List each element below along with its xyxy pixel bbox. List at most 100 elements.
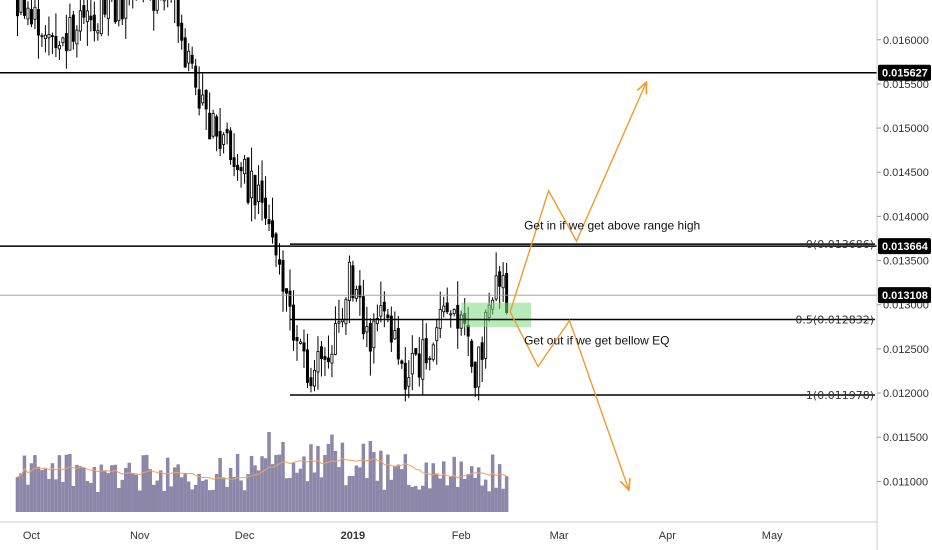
volume-bar (274, 454, 278, 512)
candle-body (201, 94, 205, 104)
candle (190, 46, 194, 69)
candle-body (215, 116, 219, 137)
candle-body (89, 15, 93, 21)
candle (15, 0, 19, 37)
candle-body (271, 220, 275, 238)
volume-bar (316, 445, 320, 512)
candle (340, 308, 344, 328)
candle (225, 122, 229, 145)
candle (445, 287, 449, 314)
volume-bar (494, 487, 498, 512)
candle-body (187, 50, 191, 64)
volume-bar (193, 484, 198, 512)
volume-bar (110, 465, 114, 512)
candle-layer (15, 0, 509, 402)
candle-body (117, 0, 121, 22)
candle (40, 33, 44, 47)
candle-body (445, 302, 449, 313)
volume-bar (267, 432, 271, 512)
candle-body (442, 305, 446, 313)
candle (85, 0, 89, 46)
volume-bar (375, 480, 380, 512)
candle (218, 108, 222, 157)
volume-bar (54, 479, 58, 512)
volume-bar (253, 465, 257, 512)
volume-bar (89, 482, 93, 512)
candle-body (99, 0, 103, 35)
candle (211, 109, 215, 139)
volume-bar (295, 472, 299, 512)
candle (477, 346, 481, 401)
candle-body (50, 35, 54, 37)
candle-body (302, 342, 306, 352)
candle-body (236, 164, 240, 170)
volume-bar (43, 468, 48, 512)
candle-body (316, 351, 320, 373)
candle-body (428, 358, 432, 360)
volume-bar (354, 465, 359, 512)
volume-bar (312, 472, 317, 512)
candle-body (393, 330, 397, 340)
volume-bar (400, 469, 404, 512)
volume-bar (270, 464, 275, 512)
volume-bar (490, 454, 495, 512)
candle (142, 0, 144, 3)
candle (494, 252, 498, 302)
candle (312, 360, 316, 392)
candle (64, 14, 68, 69)
candle (117, 0, 121, 27)
candle-body (382, 301, 386, 312)
volume-bar (96, 492, 100, 512)
volume-bar (246, 474, 250, 512)
volume-bar (277, 454, 282, 512)
candle (257, 165, 261, 215)
volume-bar (68, 453, 72, 512)
candle (160, 0, 162, 1)
candle (236, 154, 240, 181)
candle-body (477, 346, 481, 388)
candle (414, 348, 418, 356)
candle-body (424, 338, 428, 364)
volume-bar (61, 481, 65, 512)
volume-bar (256, 470, 261, 512)
volume-bar (85, 480, 90, 512)
candle (253, 174, 257, 220)
volume-bar (99, 464, 104, 512)
candle-body (498, 271, 502, 287)
candle (155, 0, 159, 14)
candle-body (361, 296, 365, 335)
candle (120, 0, 124, 25)
time-tick-label: Nov (130, 530, 150, 542)
candle-body (449, 313, 453, 316)
candle-body (292, 304, 295, 341)
volume-bar (309, 444, 313, 512)
volume-bar (469, 466, 474, 512)
volume-bar (162, 491, 166, 512)
candle-body (347, 261, 351, 301)
volume-bar (361, 443, 366, 512)
volume-bar (218, 458, 222, 512)
candle-body (410, 352, 414, 375)
price-tick-label: 0.013500 (883, 256, 929, 268)
price-badge: 0.015627 (878, 64, 931, 81)
volume-bar (19, 473, 23, 512)
price-tick-label: 0.016000 (883, 35, 929, 47)
candle-body (354, 288, 358, 299)
candle (75, 25, 79, 58)
candle-body (26, 7, 30, 20)
volume-bar (64, 454, 69, 512)
candle (400, 359, 404, 369)
candle (99, 0, 103, 37)
volume-bar (428, 488, 432, 512)
candle-body (368, 323, 372, 352)
volume-bar (441, 461, 446, 512)
candle-body (96, 30, 100, 34)
candle (243, 155, 247, 184)
candle (78, 0, 82, 41)
candle (174, 0, 176, 24)
candle-body (176, 0, 180, 27)
price-tick-label: 0.014000 (883, 211, 929, 223)
volume-bar (50, 463, 55, 512)
